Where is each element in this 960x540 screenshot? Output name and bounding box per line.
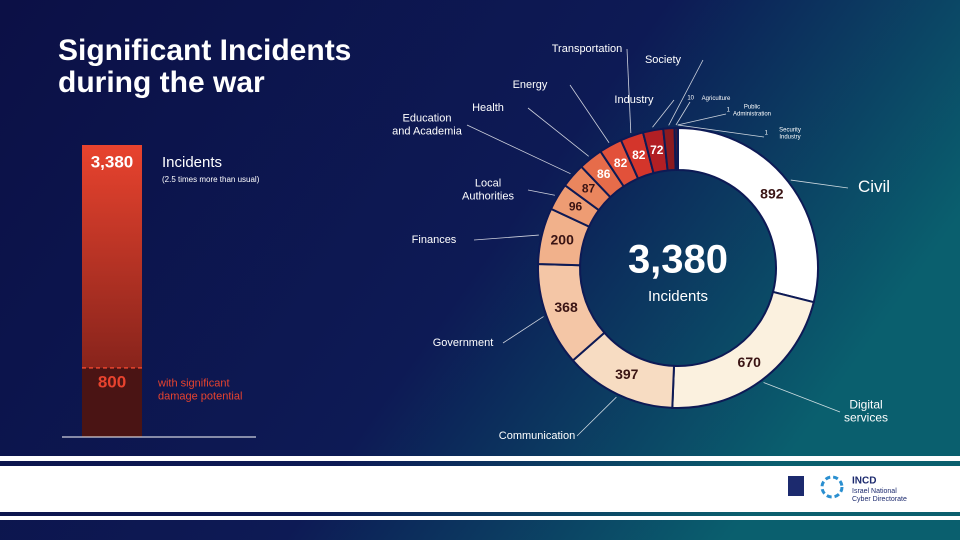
stripe [0,456,960,461]
category-label: Communication [499,430,575,442]
center-sublabel: Incidents [648,288,708,305]
subtitle: (2.5 times more than usual) [162,175,260,184]
leader-line [527,189,555,196]
category-label: with significant damage potential [157,377,242,402]
leader-line [502,316,544,344]
value-label: 800 [98,372,126,391]
leader-line [790,179,849,189]
leader-line [652,99,675,128]
category-label: Local Authorities [462,177,514,202]
category-label: Education and Academia [392,112,463,137]
category-label: Civil [858,177,890,196]
value-label: 96 [569,200,583,214]
value-label: 1 [765,131,769,137]
footer-line: Israel National [852,488,897,495]
logo [820,475,844,499]
category-label: Health [472,102,504,114]
value-label: 72 [650,143,664,157]
value-label: 200 [551,231,575,247]
leader-line [763,382,841,413]
leader-line [668,59,704,126]
leader-line [677,124,765,138]
leader-line [527,107,589,157]
leader-line [675,101,691,126]
category-label: Security Industry [779,127,801,140]
category-label: Digital services [844,398,888,425]
leader-line [473,234,539,241]
value-label: 892 [760,186,784,202]
category-label: Finances [412,234,457,246]
leader-line [569,84,610,143]
footer-line: Cyber Directorate [852,496,907,503]
chart-title: Significant Incidents during the war [58,34,351,99]
value-label: 1 [727,108,731,114]
value-label: 397 [615,366,639,382]
value-label: 10 [687,96,694,102]
category-label: Industry [614,94,654,106]
footer-org: INCD [852,476,876,487]
value-label: 82 [632,148,646,162]
category-label: Incidents [162,154,222,171]
leader-line [677,113,727,126]
category-label: Society [645,54,682,66]
value-label: 3,380 [91,152,134,171]
category-label: Transportation [552,43,623,55]
charts: Significant Incidents during the war 3,380… [58,34,890,442]
stripe [0,516,960,520]
category-label: Energy [513,79,548,91]
footer-band [0,466,960,512]
bar [82,367,142,437]
category-label: Government [433,337,494,349]
leader-line [626,48,632,134]
value-label: 670 [738,354,762,370]
value-label: 86 [597,167,611,181]
value-label: 87 [582,182,596,196]
center-label: 3,380 [628,238,728,282]
emblem [788,476,804,496]
value-label: 368 [554,299,578,315]
value-label: 82 [614,156,628,170]
leader-line [576,396,617,437]
category-label: Public Administration [733,104,771,117]
leader-line [466,124,571,175]
category-label: Agriculture [702,96,731,102]
